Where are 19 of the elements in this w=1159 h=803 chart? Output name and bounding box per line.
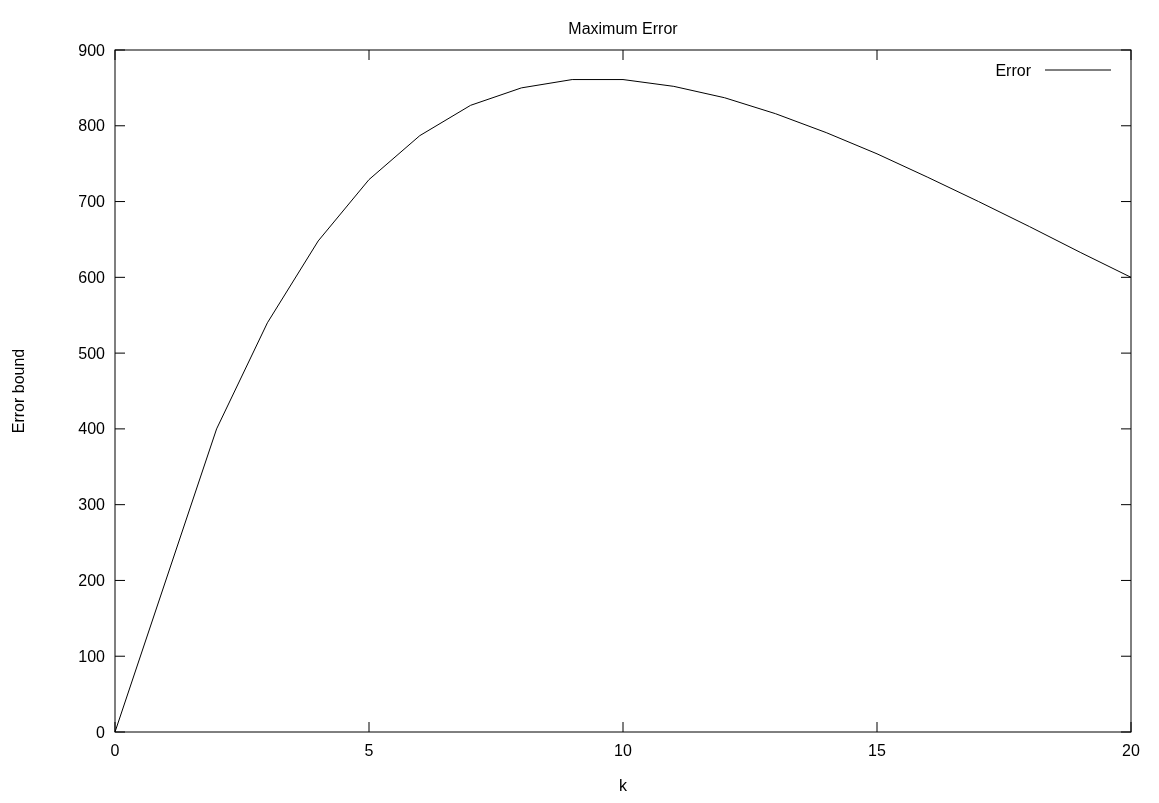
y-tick-label: 200 (78, 572, 106, 590)
y-axis-title: Error bound (10, 348, 27, 434)
y-tick-label: 0 (96, 723, 106, 741)
x-tick-label: 0 (110, 742, 120, 759)
y-tick-label: 600 (78, 268, 106, 286)
x-tick-label: 10 (614, 742, 632, 759)
y-tick-label: 300 (78, 496, 106, 514)
y-tick-label: 700 (78, 193, 106, 211)
x-tick-label: 15 (868, 742, 886, 759)
y-tick-label: 800 (78, 117, 106, 135)
y-tick-label: 500 (78, 344, 106, 362)
y-tick-label: 900 (78, 41, 106, 59)
y-tick-label: 400 (78, 420, 106, 438)
legend-label: Error (995, 61, 1032, 79)
y-tick-label: 100 (78, 647, 106, 665)
chart-title: Maximum Error (568, 20, 679, 37)
x-axis-title: k (619, 777, 628, 794)
x-tick-label: 5 (364, 742, 374, 759)
x-tick-label: 20 (1122, 742, 1140, 759)
